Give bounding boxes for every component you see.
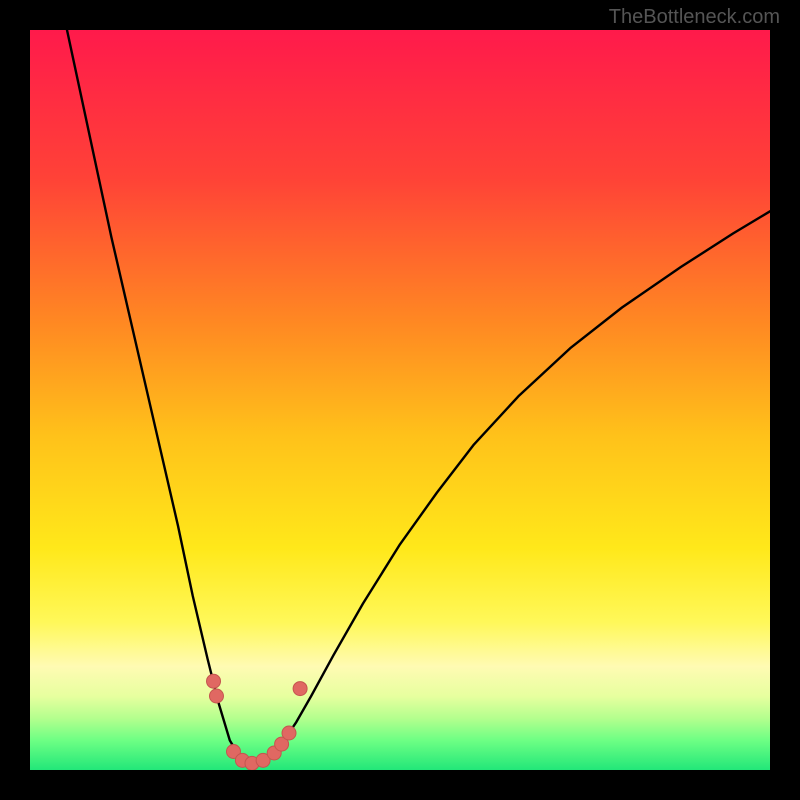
watermark: TheBottleneck.com	[609, 6, 780, 29]
chart-svg	[30, 30, 770, 770]
bottleneck-chart	[30, 30, 770, 770]
